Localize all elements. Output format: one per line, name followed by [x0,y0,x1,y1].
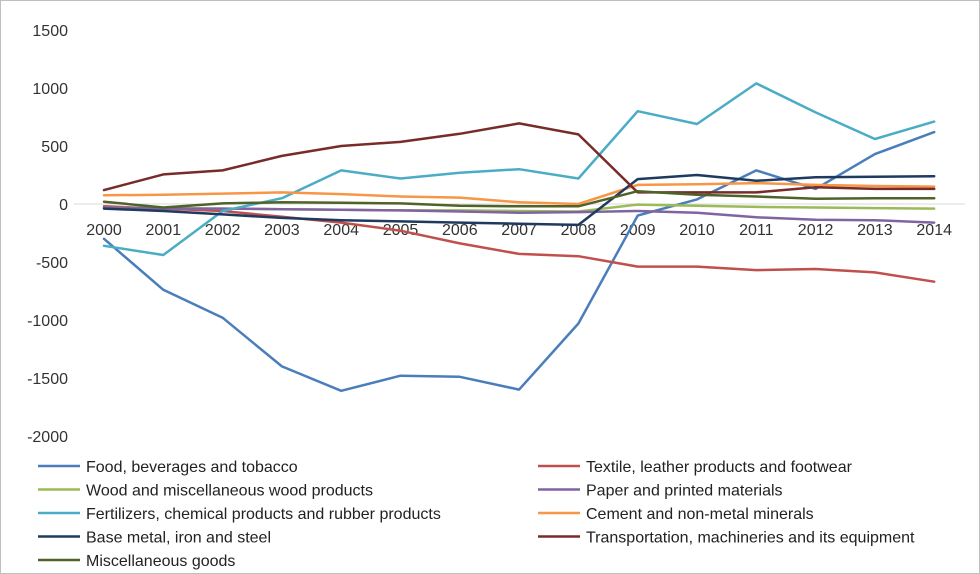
x-tick-label: 2003 [264,222,300,239]
series-line-5 [102,82,936,257]
y-axis-ticks: 1500 1000 500 0 -500 -1000 -1500 -2000 [27,23,68,446]
legend-label: Wood and miscellaneous wood products [86,483,373,500]
y-tick-label: 500 [41,139,68,156]
x-tick-label: 2013 [857,222,893,239]
legend-label: Base metal, iron and steel [86,530,271,547]
y-tick-label: 1000 [32,81,68,98]
y-tick-label: -1000 [27,313,68,330]
x-tick-label: 2004 [323,222,359,239]
x-tick-label: 2014 [916,222,952,239]
legend-label: Paper and printed materials [586,483,783,500]
series-line-7 [102,173,936,227]
series-line-1 [102,130,936,393]
series-line-8 [102,122,936,194]
x-tick-label: 2001 [146,222,182,239]
series-line-4 [102,206,936,224]
legend: Food, beverages and tobacco Textile, leat… [38,459,915,570]
x-tick-label: 2008 [561,222,597,239]
x-tick-label: 2011 [739,222,774,239]
x-tick-label: 2006 [442,222,478,239]
series-line-9 [102,189,936,209]
y-tick-label: -500 [36,255,68,272]
series-line-6 [102,181,936,206]
series-line-2 [102,205,936,283]
legend-label: Cement and non-metal minerals [586,506,814,523]
legend-label: Food, beverages and tobacco [86,459,298,476]
legend-label: Fertilizers, chemical products and rubbe… [86,506,441,523]
x-tick-label: 2009 [620,222,656,239]
legend-label: Miscellaneous goods [86,553,235,570]
x-tick-label: 2007 [501,222,537,239]
x-tick-label: 2002 [205,222,241,239]
legend-label: Textile, leather products and footwear [586,459,853,476]
y-tick-label: -2000 [27,429,68,446]
x-tick-label: 2000 [86,222,122,239]
y-tick-label: 1500 [32,23,68,40]
y-tick-label: -1500 [27,371,68,388]
y-tick-label: 0 [59,197,68,214]
plot-lines [102,82,936,393]
x-tick-label: 2012 [798,222,834,239]
x-tick-label: 2010 [679,222,715,239]
legend-label: Transportation, machineries and its equi… [586,530,915,547]
